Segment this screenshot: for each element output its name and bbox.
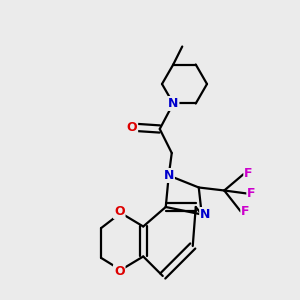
Text: O: O [127,121,137,134]
Text: F: F [241,205,250,218]
Text: N: N [168,97,178,110]
Text: F: F [247,187,256,200]
Text: O: O [114,265,124,278]
Text: N: N [164,169,174,182]
Text: O: O [114,205,124,218]
Text: F: F [244,167,253,181]
Text: N: N [200,208,211,221]
